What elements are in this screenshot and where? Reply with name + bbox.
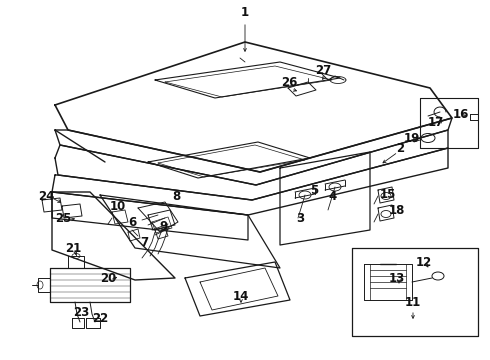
Text: 23: 23 xyxy=(73,306,89,319)
Text: 13: 13 xyxy=(389,271,405,284)
Text: 25: 25 xyxy=(55,211,71,225)
Text: 3: 3 xyxy=(296,211,304,225)
Text: 18: 18 xyxy=(389,203,405,216)
Text: 19: 19 xyxy=(404,131,420,144)
Text: 1: 1 xyxy=(241,5,249,18)
Text: 4: 4 xyxy=(329,189,337,202)
Text: 15: 15 xyxy=(380,188,396,201)
Text: 5: 5 xyxy=(310,184,318,197)
Text: 17: 17 xyxy=(428,116,444,129)
Text: 16: 16 xyxy=(453,108,469,122)
Text: 24: 24 xyxy=(38,189,54,202)
Text: 22: 22 xyxy=(92,311,108,324)
Text: 20: 20 xyxy=(100,271,116,284)
Text: 9: 9 xyxy=(159,220,167,233)
Text: 26: 26 xyxy=(281,76,297,89)
Text: 7: 7 xyxy=(140,235,148,248)
Text: 8: 8 xyxy=(172,189,180,202)
Text: 11: 11 xyxy=(405,296,421,309)
Text: 27: 27 xyxy=(315,63,331,77)
Text: 2: 2 xyxy=(396,141,404,154)
Text: 21: 21 xyxy=(65,242,81,255)
Text: 12: 12 xyxy=(416,256,432,269)
Text: 6: 6 xyxy=(128,216,136,229)
Text: 14: 14 xyxy=(233,289,249,302)
Text: 10: 10 xyxy=(110,201,126,213)
